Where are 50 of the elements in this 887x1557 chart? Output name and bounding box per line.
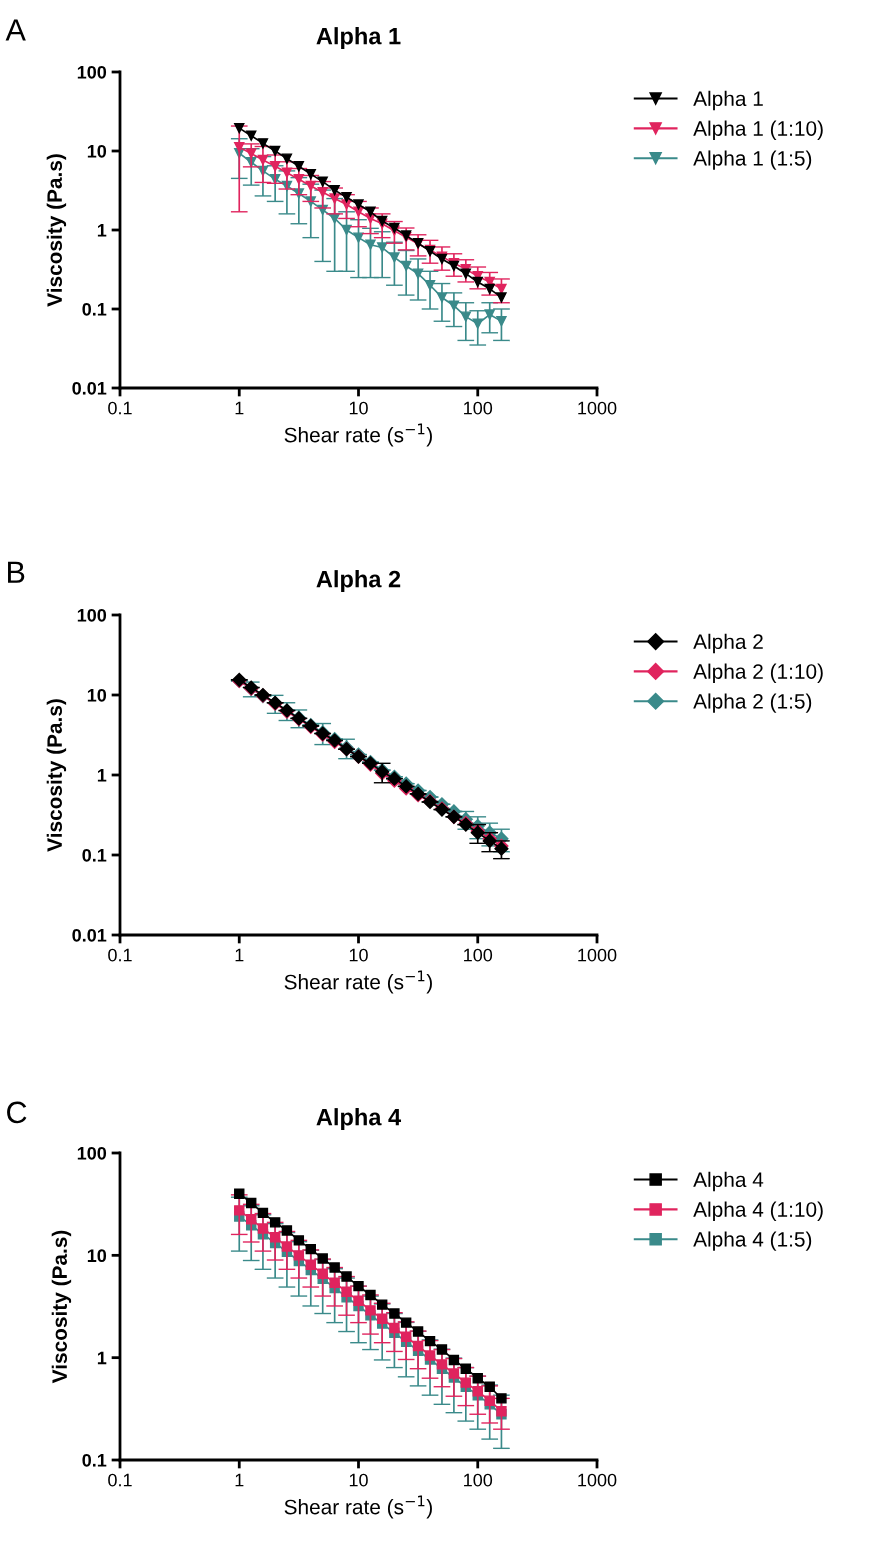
legend-label: Alpha 4 bbox=[693, 1171, 764, 1192]
y-tick-label: 1 bbox=[97, 1351, 107, 1365]
x-tick-label: 100 bbox=[464, 401, 493, 415]
y-tick-label: 10 bbox=[87, 1249, 107, 1263]
x-tick-label: 0.1 bbox=[108, 1473, 132, 1487]
x-tick-label: 1000 bbox=[578, 948, 617, 962]
x-tick-label: 1 bbox=[235, 401, 244, 415]
legend-label: Alpha 2 bbox=[693, 633, 763, 654]
legend-label: Alpha 1 bbox=[693, 90, 763, 111]
legend-label: Alpha 4 (1:5) bbox=[693, 1231, 812, 1251]
x-tick-label: 1000 bbox=[578, 1473, 617, 1487]
y-axis-title: Viscosity (Pa.s) bbox=[51, 1230, 72, 1384]
x-tick-label: 0.1 bbox=[108, 401, 132, 415]
y-axis-title: Viscosity (Pa.s) bbox=[46, 154, 67, 307]
x-tick-label: 1000 bbox=[578, 401, 617, 415]
y-tick-label: 100 bbox=[77, 608, 107, 622]
x-axis-title: Shear rate (s$^{−1}$) bbox=[284, 970, 432, 994]
x-axis-title: Shear rate (s$^{−1}$) bbox=[284, 423, 432, 447]
legend-label: Alpha 4 (1:10) bbox=[693, 1201, 823, 1222]
y-tick-label: 100 bbox=[77, 1146, 107, 1160]
y-tick-label: 0.01 bbox=[72, 928, 107, 942]
x-tick-label: 10 bbox=[349, 401, 368, 415]
chart-title: Alpha 4 bbox=[316, 1108, 402, 1131]
y-tick-label: 10 bbox=[87, 144, 107, 158]
x-axis-title: Shear rate (s$^{−1}$) bbox=[284, 1495, 432, 1519]
x-tick-label: 1 bbox=[235, 948, 244, 962]
x-tick-label: 10 bbox=[349, 948, 368, 962]
text: A bbox=[5, 19, 26, 41]
legend-label: Alpha 1 (1:10) bbox=[693, 120, 823, 141]
y-tick-label: 100 bbox=[77, 65, 107, 79]
x-tick-label: 10 bbox=[349, 1473, 368, 1487]
text: B bbox=[8, 561, 25, 583]
chart-title: Alpha 1 bbox=[316, 27, 401, 50]
y-tick-label: 0.1 bbox=[82, 848, 107, 862]
x-tick-label: 100 bbox=[464, 948, 493, 962]
chart-title: Alpha 2 bbox=[316, 570, 401, 593]
legend-label: Alpha 2 (1:5) bbox=[693, 693, 812, 713]
y-tick-label: 0.1 bbox=[82, 302, 107, 316]
x-tick-label: 0.1 bbox=[108, 948, 132, 962]
x-tick-label: 100 bbox=[464, 1473, 493, 1487]
legend-label: Alpha 2 (1:10) bbox=[693, 663, 823, 684]
y-tick-label: 1 bbox=[97, 224, 107, 237]
legend-label: Alpha 1 (1:5) bbox=[693, 150, 812, 170]
x-tick-label: 1 bbox=[235, 1473, 244, 1487]
text: C bbox=[7, 1101, 27, 1124]
y-tick-label: 1 bbox=[97, 769, 107, 782]
y-tick-label: 0.01 bbox=[72, 381, 107, 395]
y-tick-label: 10 bbox=[87, 688, 107, 702]
y-tick-label: 0.1 bbox=[82, 1453, 107, 1467]
y-axis-title: Viscosity (Pa.s) bbox=[46, 699, 67, 852]
